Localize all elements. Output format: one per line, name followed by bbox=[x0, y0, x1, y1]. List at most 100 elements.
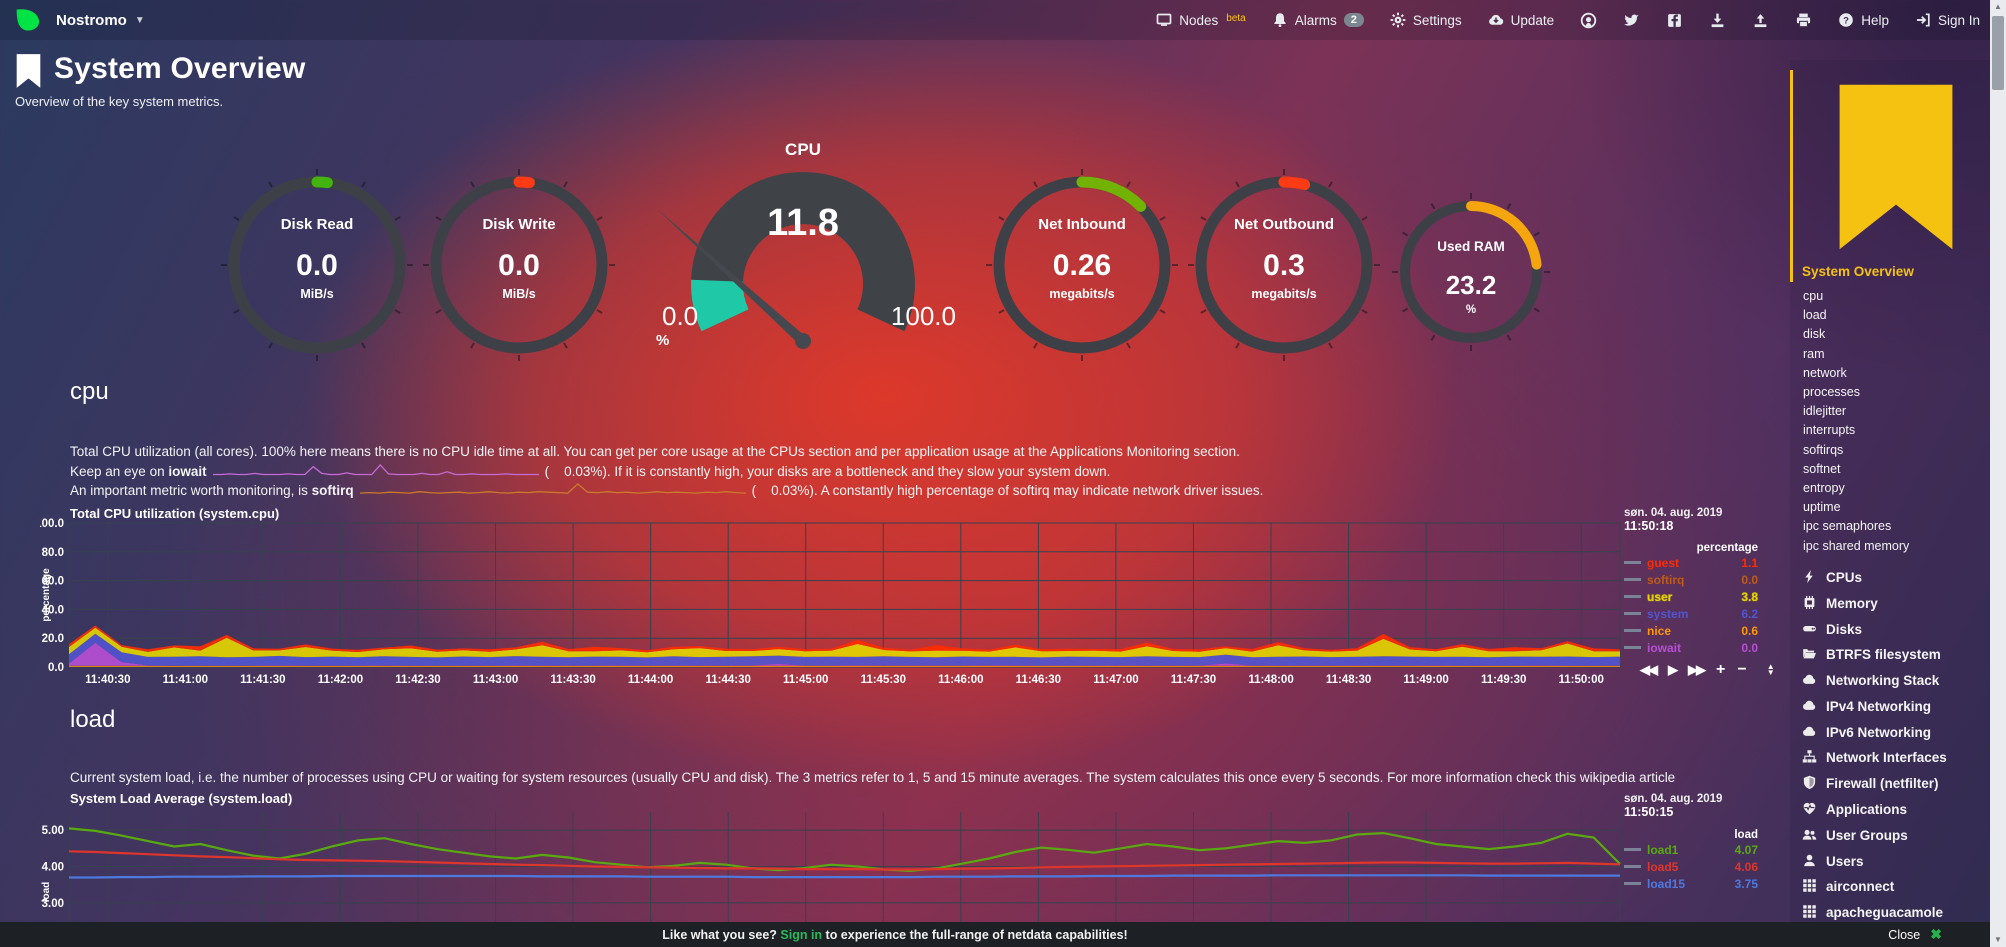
sidebar-item-softnet[interactable]: softnet bbox=[1803, 461, 1841, 476]
sidebar-item-user-groups[interactable]: User Groups bbox=[1790, 822, 1990, 848]
grid-icon bbox=[1802, 904, 1817, 919]
gauge-used-ram[interactable]: Used RAM 23.2% bbox=[1386, 187, 1556, 357]
close-banner-button[interactable]: Close ✖ bbox=[1888, 926, 1942, 943]
iowait-sparkline[interactable] bbox=[211, 463, 541, 480]
legend-row-load5[interactable]: load5 4.06 bbox=[1624, 858, 1758, 875]
sidebar-item-system-overview[interactable]: System Overview bbox=[1790, 70, 1990, 282]
facebook-icon[interactable] bbox=[1666, 12, 1683, 29]
svg-text:11:41:00: 11:41:00 bbox=[163, 674, 208, 686]
legend-dash-icon bbox=[1624, 612, 1641, 615]
cloud-icon bbox=[1802, 724, 1817, 739]
sidebar-item-cpu[interactable]: cpu bbox=[1803, 289, 1824, 304]
sidebar-item-btrfs-filesystem[interactable]: BTRFS filesystem bbox=[1790, 642, 1990, 668]
svg-text:11:45:30: 11:45:30 bbox=[861, 674, 906, 686]
load-chart-title: System Load Average (system.load) bbox=[70, 791, 293, 806]
sidebar-item-applications[interactable]: Applications bbox=[1790, 797, 1990, 823]
sidebar-item-uptime[interactable]: uptime bbox=[1803, 500, 1841, 515]
sidebar-item-interrupts[interactable]: interrupts bbox=[1803, 423, 1856, 438]
chevron-down-icon: ▼ bbox=[134, 14, 145, 26]
scrollbar-thumb[interactable] bbox=[1992, 16, 2004, 90]
gauge-disk-write[interactable]: Disk Write 0.0 MiB/s bbox=[419, 165, 619, 365]
sidebar-item-airconnect[interactable]: airconnect bbox=[1790, 874, 1990, 900]
legend-label: load15 bbox=[1647, 876, 1686, 891]
sidebar-item-ipc-semaphores[interactable]: ipc semaphores bbox=[1803, 519, 1892, 534]
sidebar-item-cpus[interactable]: CPUs bbox=[1790, 565, 1990, 591]
softirq-sparkline[interactable] bbox=[358, 482, 748, 499]
legend-row-guest[interactable]: guest 1.1 bbox=[1624, 554, 1758, 571]
cpu-desc-line1: Total CPU utilization (all cores). 100% … bbox=[70, 444, 1240, 459]
gauge-cpu-meter[interactable]: CPU 11.8 0.0 100.0% bbox=[648, 138, 958, 353]
sidebar-item-users[interactable]: Users bbox=[1790, 848, 1990, 874]
nav-item-help[interactable]: ? Help bbox=[1838, 12, 1889, 28]
cpu-chart-toolbox: ◀◀ ▶ ▶▶ + − ▲ ▼ bbox=[1640, 661, 1775, 679]
nav-item-signin[interactable]: Sign In bbox=[1915, 12, 1980, 28]
sidebar-item-network-interfaces[interactable]: Network Interfaces bbox=[1790, 745, 1990, 771]
nav-item-settings[interactable]: Settings bbox=[1390, 12, 1462, 28]
zoom-out-icon[interactable]: − bbox=[1737, 661, 1747, 678]
sidebar-item-load[interactable]: load bbox=[1803, 308, 1827, 323]
nav-item-help-label: Help bbox=[1861, 12, 1889, 28]
sidebar-item-memory[interactable]: Memory bbox=[1790, 590, 1990, 616]
sidebar-item-apacheguacamole[interactable]: apacheguacamole bbox=[1790, 900, 1990, 926]
gauge-title: Disk Read bbox=[280, 216, 354, 233]
play-icon[interactable]: ▶ bbox=[1668, 662, 1678, 677]
signin-link[interactable]: Sign in bbox=[780, 927, 823, 942]
svg-text:11:44:00: 11:44:00 bbox=[628, 674, 673, 686]
rewind-icon[interactable]: ◀◀ bbox=[1640, 662, 1658, 677]
grid-icon bbox=[1802, 878, 1817, 893]
gauge-unit: % bbox=[1465, 304, 1477, 316]
svg-text:40.0: 40.0 bbox=[42, 604, 64, 616]
sidebar-item-disk[interactable]: disk bbox=[1803, 327, 1826, 342]
twitter-icon[interactable] bbox=[1623, 12, 1640, 29]
nav-item-alarms[interactable]: Alarms 2 bbox=[1272, 12, 1364, 28]
sidebar-item-firewall-netfilter-[interactable]: Firewall (netfilter) bbox=[1790, 771, 1990, 797]
scrollbar-up-arrow[interactable]: ▲ bbox=[1994, 2, 2002, 11]
bolt-icon bbox=[1802, 569, 1817, 584]
github-icon[interactable] bbox=[1580, 12, 1597, 29]
scrollbar-down-arrow[interactable]: ▼ bbox=[1994, 935, 2002, 944]
nav-item-update[interactable]: Update bbox=[1488, 12, 1554, 28]
hostname-dropdown[interactable]: Nostromo ▼ bbox=[56, 12, 145, 29]
nav-item-nodes[interactable]: Nodes beta bbox=[1156, 12, 1246, 28]
svg-text:?: ? bbox=[1843, 15, 1849, 26]
sidebar-item-processes[interactable]: processes bbox=[1803, 385, 1860, 400]
sidebar-item-networking-stack[interactable]: Networking Stack bbox=[1790, 668, 1990, 694]
forward-icon[interactable]: ▶▶ bbox=[1688, 662, 1706, 677]
gauge-net-outbound[interactable]: Net Outbound 0.3 megabits/s bbox=[1184, 165, 1384, 365]
page-scrollbar[interactable]: ▲ ▼ bbox=[1990, 0, 2006, 947]
sidebar-item-ipv6-networking[interactable]: IPv6 Networking bbox=[1790, 719, 1990, 745]
legend-dash-icon bbox=[1624, 882, 1641, 885]
sidebar-item-disks[interactable]: Disks bbox=[1790, 616, 1990, 642]
upload-icon[interactable] bbox=[1752, 12, 1769, 29]
sidebar-item-softirqs[interactable]: softirqs bbox=[1803, 442, 1844, 457]
zoom-in-icon[interactable]: + bbox=[1716, 661, 1726, 678]
cpu-chart-plot[interactable]: 0.0 20.0 40.0 60.0 80.0 100.0 11:40:30 11:41:00… bbox=[35, 505, 1640, 695]
load-chart-date: søn. 04. aug. 2019 bbox=[1624, 793, 1723, 805]
gauge-title: Used RAM bbox=[1437, 239, 1505, 254]
legend-row-softirq[interactable]: softirq 0.0 bbox=[1624, 571, 1758, 588]
sidebar-item-ipv4-networking[interactable]: IPv4 Networking bbox=[1790, 694, 1990, 720]
cloud-icon bbox=[1802, 698, 1817, 713]
cpu-chart-title: Total CPU utilization (system.cpu) bbox=[70, 506, 280, 521]
legend-row-iowait[interactable]: iowait 0.0 bbox=[1624, 639, 1758, 656]
cpu-chart-units: percentage bbox=[1696, 542, 1758, 554]
print-icon[interactable] bbox=[1795, 12, 1812, 29]
legend-row-load15[interactable]: load15 3.75 bbox=[1624, 875, 1758, 892]
legend-row-load1[interactable]: load1 4.07 bbox=[1624, 841, 1758, 858]
legend-dash-icon bbox=[1624, 848, 1641, 851]
sidebar-item-network[interactable]: network bbox=[1803, 365, 1847, 380]
resize-icon[interactable]: ▲ ▼ bbox=[1766, 662, 1775, 677]
sidebar-item-ram[interactable]: ram bbox=[1803, 346, 1825, 361]
gauge-disk-read[interactable]: Disk Read 0.0 MiB/s bbox=[217, 165, 417, 365]
hdd-icon bbox=[1802, 621, 1817, 636]
sidebar-item-ipc-shared-memory[interactable]: ipc shared memory bbox=[1803, 538, 1910, 553]
legend-row-system[interactable]: system 6.2 bbox=[1624, 605, 1758, 622]
nav-item-label: Nodes bbox=[1179, 12, 1219, 28]
legend-row-user[interactable]: user 3.8 bbox=[1624, 588, 1758, 605]
sidebar-item-idlejitter[interactable]: idlejitter bbox=[1803, 404, 1847, 419]
legend-row-nice[interactable]: nice 0.6 bbox=[1624, 622, 1758, 639]
svg-text:100.0: 100.0 bbox=[40, 518, 64, 530]
download-icon[interactable] bbox=[1709, 12, 1726, 29]
sidebar-item-entropy[interactable]: entropy bbox=[1803, 480, 1845, 495]
gauge-net-inbound[interactable]: Net Inbound 0.26 megabits/s bbox=[982, 165, 1182, 365]
